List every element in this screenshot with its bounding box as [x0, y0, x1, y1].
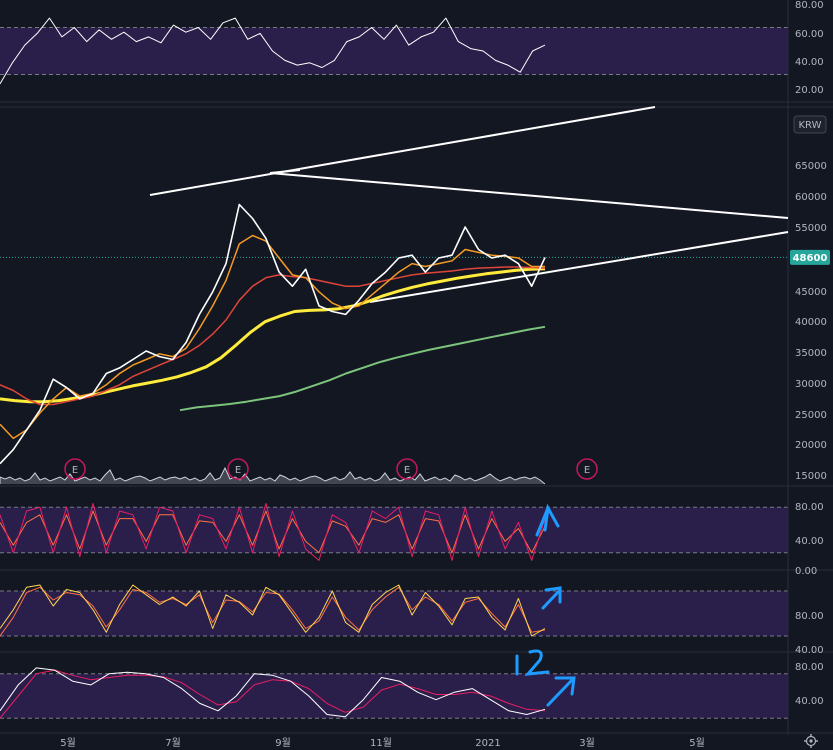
ma-long-line — [0, 267, 546, 404]
y-tick-label: 35000 — [795, 348, 827, 359]
y-tick-label: 20000 — [795, 440, 827, 451]
oscillator-bands — [0, 27, 788, 719]
ma-mid-line — [0, 266, 546, 406]
annotation-arrow — [541, 588, 562, 610]
y-tick-label: 15000 — [795, 471, 827, 482]
event-marker[interactable]: E — [576, 458, 598, 480]
osc3-signal-line — [0, 669, 546, 719]
oscillator-band — [0, 673, 788, 719]
event-marker[interactable]: E — [227, 458, 249, 480]
y-tick-label: 40000 — [795, 317, 827, 328]
y-tick-label: 40.00 — [795, 536, 824, 547]
y-tick-label: 30000 — [795, 379, 827, 390]
y-tick-label: 80.00 — [795, 502, 824, 513]
hand-annotations — [515, 503, 576, 707]
event-label: E — [235, 465, 241, 476]
annotation-arrow — [535, 506, 550, 537]
x-tick-label: 2021 — [475, 738, 500, 749]
annotation-arrow — [544, 586, 562, 604]
event-label: E — [404, 465, 410, 476]
trendline[interactable] — [149, 106, 656, 196]
trendlines[interactable] — [149, 106, 789, 303]
rsi-line — [0, 17, 546, 85]
y-tick-label: 45000 — [795, 287, 827, 298]
y-tick-label: 40.00 — [795, 696, 824, 707]
oscillator-band — [0, 591, 788, 636]
x-tick-label: 9월 — [275, 737, 291, 749]
y-tick-label: 25000 — [795, 410, 827, 421]
current-price-label: 48600 — [793, 253, 828, 264]
x-axis: 5월 7월 9월 11월 2021 3월 5월 — [60, 737, 705, 749]
series-lines — [0, 17, 546, 719]
ma-200-line — [179, 325, 546, 412]
y-tick-label: 80.00 — [795, 0, 824, 11]
y-tick-label: 40.00 — [795, 645, 824, 656]
trendline[interactable] — [269, 169, 301, 174]
x-tick-label: 5월 — [60, 737, 76, 749]
event-label: E — [72, 465, 78, 476]
y-tick-label: 80.00 — [795, 662, 824, 673]
x-tick-label: 11월 — [370, 737, 392, 749]
osc1-main-line — [0, 502, 546, 561]
annotation-arrow — [554, 676, 576, 696]
x-tick-label: 3월 — [579, 737, 595, 749]
y-tick-label: 60000 — [795, 192, 827, 203]
currency-label[interactable]: KRW — [799, 120, 822, 131]
y-axis: 80.0060.0040.0020.0065000600005500050000… — [795, 0, 827, 707]
ma-short-line — [0, 234, 545, 440]
trendline[interactable] — [369, 231, 789, 303]
gear-icon[interactable] — [804, 734, 818, 748]
currency-button[interactable]: KRW — [793, 115, 827, 134]
x-tick-label: 7월 — [165, 737, 181, 749]
y-tick-label: 60.00 — [795, 29, 824, 40]
trendline[interactable] — [269, 172, 789, 219]
annotation-mark — [524, 649, 550, 676]
osc3-main-line — [0, 667, 546, 718]
y-tick-label: 80.00 — [795, 611, 824, 622]
oscillator-band — [0, 27, 788, 75]
osc2-signal-line — [0, 586, 546, 637]
y-tick-label: 65000 — [795, 161, 827, 172]
y-tick-label: 0.00 — [795, 566, 817, 577]
current-price-badge: 48600 — [790, 249, 830, 265]
event-marker[interactable]: E — [396, 458, 418, 480]
price-line — [0, 203, 546, 465]
osc2-main-line — [0, 584, 546, 637]
y-tick-label: 40.00 — [795, 57, 824, 68]
volume-strip — [0, 466, 546, 485]
event-marker[interactable]: E — [64, 458, 86, 480]
event-label: E — [584, 465, 590, 476]
annotation-arrow — [546, 678, 574, 707]
y-tick-label: 55000 — [795, 223, 827, 234]
y-tick-label: 20.00 — [795, 85, 824, 96]
x-tick-label: 5월 — [689, 737, 705, 749]
